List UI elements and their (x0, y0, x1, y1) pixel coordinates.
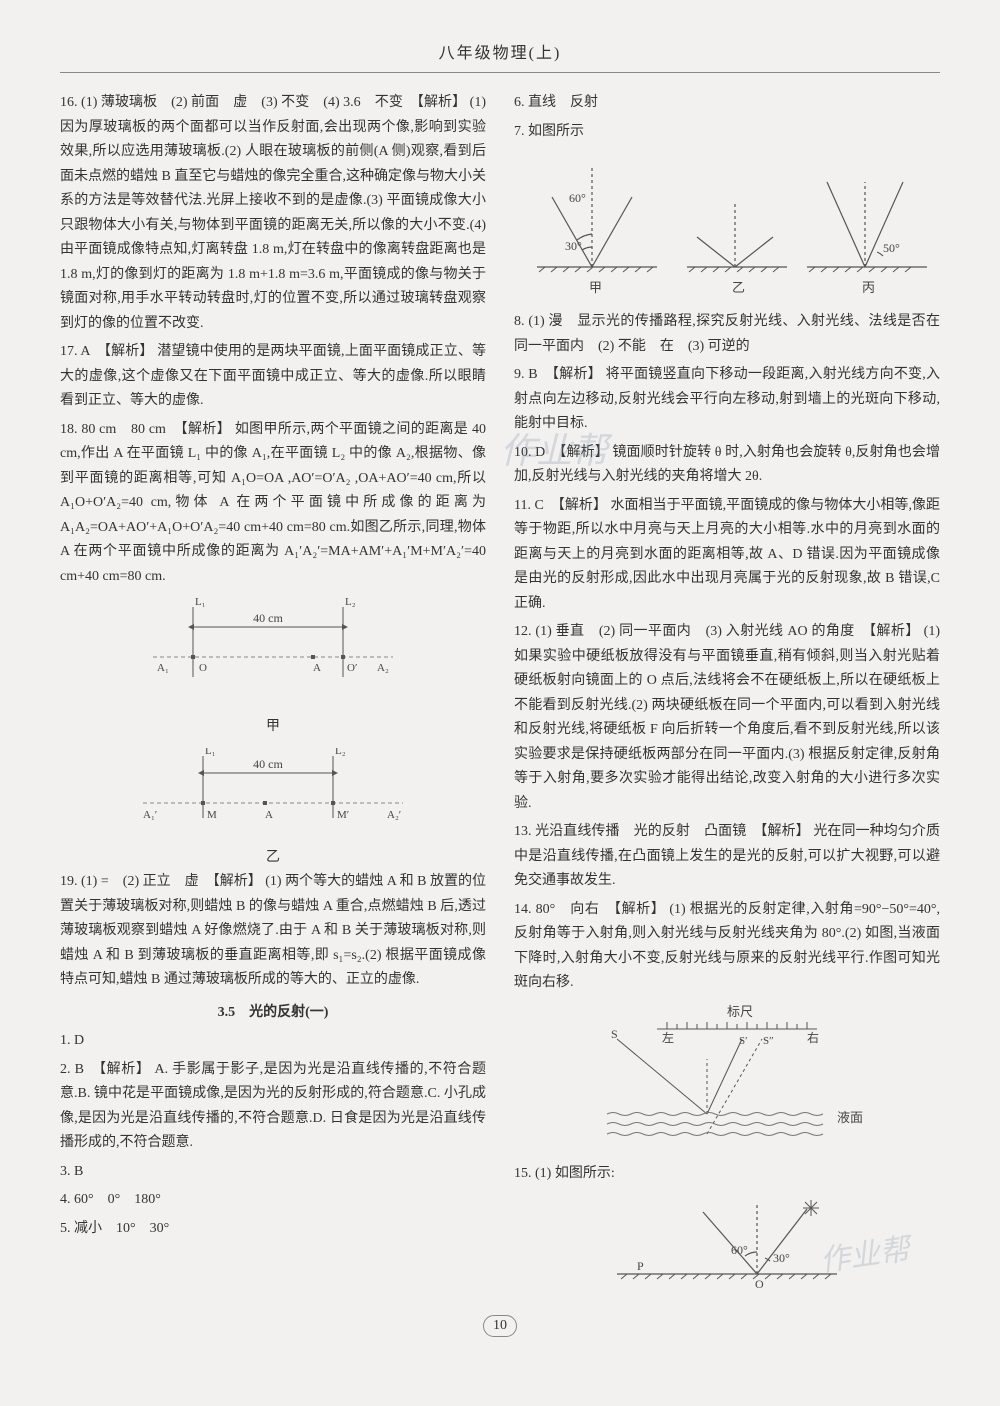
svg-text:S″: S″ (763, 1035, 774, 1047)
diagram-q18-jia: 40 cm L₁ L₂ A₁ O A O′ A₂ (60, 597, 486, 707)
a14: 14. 80° 向右 【解析】 (1) 根据光的反射定律,入射角=90°−50°… (514, 898, 940, 996)
diagram-q15: 60° 30° P O (514, 1194, 940, 1294)
a1: 1. D (60, 1029, 486, 1054)
svg-text:40 cm: 40 cm (253, 757, 283, 771)
a13: 13. 光沿直线传播 光的反射 凸面镜 【解析】 光在同一种均匀介质中是沿直线传… (514, 820, 940, 894)
a5: 5. 减小 10° 30° (60, 1217, 486, 1242)
a8: 8. (1) 漫 显示光的传播路程,探究反射光线、入射光线、法线是否在同一平面内… (514, 310, 940, 359)
page-number: 10 (60, 1314, 940, 1339)
diagram-q14: 标尺 左 右 S S′ S″ 液面 (514, 1004, 940, 1154)
svg-text:40 cm: 40 cm (253, 611, 283, 625)
svg-text:乙: 乙 (732, 280, 745, 295)
svg-text:A: A (313, 662, 321, 674)
svg-text:L₂: L₂ (335, 748, 346, 757)
svg-text:30°: 30° (565, 239, 582, 253)
diagram-q18-yi: 40 cm L₁ L₂ A₁′ M A M′ A₂′ (60, 748, 486, 838)
svg-text:标尺: 标尺 (727, 1004, 753, 1019)
svg-text:L₁: L₁ (205, 748, 216, 757)
right-column: 6. 直线 反射 7. 如图所示 (514, 91, 940, 1302)
svg-text:L₁: L₁ (195, 597, 206, 608)
left-column: 16. (1) 薄玻璃板 (2) 前面 虚 (3) 不变 (4) 3.6 不变 … (60, 91, 486, 1302)
svg-text:30°: 30° (773, 1251, 790, 1265)
svg-text:O: O (755, 1277, 764, 1291)
a7: 7. 如图所示 (514, 120, 940, 145)
a9: 9. B 【解析】 将平面镜竖直向下移动一段距离,入射光线方向不变,入射点向左边… (514, 363, 940, 437)
page-header: 八年级物理(上) (60, 40, 940, 73)
a3: 3. B (60, 1160, 486, 1185)
svg-text:P: P (637, 1259, 644, 1273)
svg-text:O′: O′ (347, 662, 357, 674)
section-3-5: 3.5 光的反射(一) (60, 1001, 486, 1026)
two-column-layout: 16. (1) 薄玻璃板 (2) 前面 虚 (3) 不变 (4) 3.6 不变 … (60, 91, 940, 1302)
svg-text:A₁′: A₁′ (143, 809, 157, 821)
caption-jia: 甲 (60, 715, 486, 740)
svg-text:A: A (265, 809, 273, 821)
a12: 12. (1) 垂直 (2) 同一平面内 (3) 入射光线 AO 的角度 【解析… (514, 620, 940, 816)
svg-text:甲: 甲 (589, 280, 602, 295)
a6: 6. 直线 反射 (514, 91, 940, 116)
q18: 18. 80 cm 80 cm 【解析】 如图甲所示,两个平面镜之间的距离是 4… (60, 418, 486, 590)
q17: 17. A 【解析】 潜望镜中使用的是两块平面镜,上面平面镜成正立、等大的虚像,… (60, 340, 486, 414)
caption-yi: 乙 (60, 846, 486, 871)
a15: 15. (1) 如图所示: (514, 1162, 940, 1187)
svg-text:O: O (199, 662, 207, 674)
svg-text:L₂: L₂ (345, 597, 356, 608)
svg-text:右: 右 (807, 1030, 819, 1045)
svg-text:丙: 丙 (862, 280, 875, 295)
svg-text:左: 左 (662, 1030, 674, 1045)
svg-text:S: S (611, 1027, 618, 1041)
q19: 19. (1) = (2) 正立 虚 【解析】 (1) 两个等大的蜡烛 A 和 … (60, 870, 486, 993)
svg-text:M′: M′ (337, 809, 349, 821)
a2: 2. B 【解析】 A. 手影属于影子,是因为光是沿直线传播的,不符合题意.B.… (60, 1058, 486, 1156)
diagram-q7: 60° 30° 50° 甲 乙 丙 (514, 152, 940, 302)
svg-text:60°: 60° (569, 191, 586, 205)
svg-text:M: M (207, 809, 217, 821)
svg-text:A₂′: A₂′ (387, 809, 401, 821)
a10: 10. D 【解析】 镜面顺时针旋转 θ 时,入射角也会旋转 θ,反射角也会增加… (514, 441, 940, 490)
q16: 16. (1) 薄玻璃板 (2) 前面 虚 (3) 不变 (4) 3.6 不变 … (60, 91, 486, 336)
svg-text:60°: 60° (731, 1243, 748, 1257)
svg-text:S′: S′ (739, 1035, 748, 1047)
svg-text:A₂: A₂ (377, 662, 389, 674)
svg-text:液面: 液面 (837, 1110, 863, 1125)
svg-text:A₁: A₁ (157, 662, 169, 674)
svg-text:50°: 50° (883, 241, 900, 255)
a4: 4. 60° 0° 180° (60, 1188, 486, 1213)
a11: 11. C 【解析】 水面相当于平面镜,平面镜成的像与物体大小相等,像距等于物距… (514, 494, 940, 617)
